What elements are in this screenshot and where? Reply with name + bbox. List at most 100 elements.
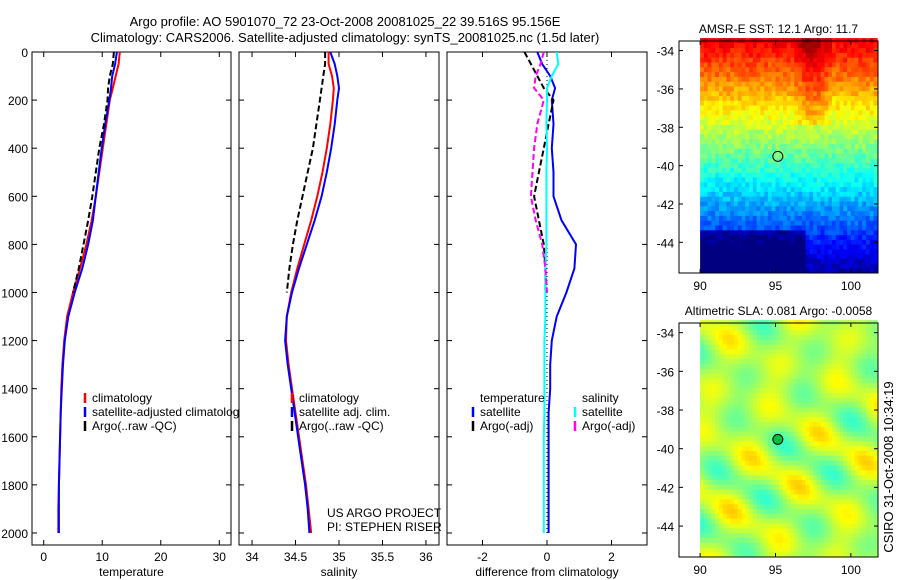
map-cell [700,239,705,245]
map-cell [771,528,776,534]
map-cell [741,186,746,192]
map-cell [820,158,825,164]
map-cell [850,134,856,140]
map-cell [752,479,758,485]
map-cell [779,167,784,173]
map-cell [813,465,818,471]
map-cell [858,508,863,514]
map-cell [756,436,761,442]
map-cell [760,258,765,264]
map-cell [767,177,773,183]
map-cell [820,239,825,245]
map-cell [832,552,837,558]
map-cell [749,470,754,476]
map-cell [767,455,773,461]
map-cell [820,253,825,259]
map-cell [711,503,716,509]
map-cell [824,416,829,422]
map-cell [873,258,878,264]
map-cell [858,47,863,53]
map-cell [722,162,727,168]
map-cell [767,450,773,456]
map-cell [722,105,727,111]
map-cell [756,470,761,476]
map-cell [801,110,807,116]
map-cell [786,470,791,476]
map-cell [767,378,773,384]
map-cell [820,523,825,529]
map-cell [737,441,742,447]
map-cell [722,196,727,202]
legend-label: climatology [92,391,152,405]
map-cell [809,225,814,231]
map-cell [760,441,765,447]
map-cell [700,470,705,476]
map-cell [820,431,825,437]
map-cell [839,258,844,264]
map-cell [869,162,874,168]
map-cell [703,470,709,476]
map-cell [847,441,852,447]
map-cell [828,201,833,207]
map-cell [700,378,705,384]
map-cell [760,503,765,509]
map-cell [745,52,750,58]
map-cell [832,138,837,144]
map-cell [771,52,776,58]
map-cell [820,460,825,466]
map-cell [862,552,867,558]
map-cell [801,494,807,500]
map-cell [832,537,837,543]
map-cell [786,42,791,49]
map-cell [835,162,840,168]
map-cell [703,339,709,345]
map-cell [786,268,791,274]
map-cell [794,465,799,471]
map-cell [722,436,727,442]
map-cell [828,334,833,340]
map-cell [816,52,822,58]
map-cell [771,494,776,500]
map-cell [745,215,750,221]
map-cell [741,162,746,168]
map-cell [832,42,837,49]
map-cell [737,263,742,269]
map-cell [794,363,799,369]
map-cell [828,129,833,135]
map-cell [749,421,754,427]
map-cell [726,426,731,432]
map-cell [816,358,822,364]
map-cell [858,124,863,130]
map-cell [798,378,803,384]
map-cell [805,62,810,68]
map-cell [707,114,712,120]
map-cell [790,201,795,207]
map-cell [767,110,773,116]
map-cell [719,542,724,548]
map-cell [779,229,784,236]
map-cell [835,324,840,331]
map-cell [760,210,765,216]
map-cell [719,186,724,192]
map-cell [734,363,739,369]
map-cell [820,445,825,451]
map-cell [749,134,754,140]
map-cell [715,537,720,543]
map-cell [715,162,720,168]
map-cell [843,258,848,264]
map-cell [730,167,735,173]
map-cell [862,42,867,49]
map-cell [820,143,825,149]
map-cell [820,167,825,173]
map-cell [865,234,871,240]
map-cell [824,489,829,495]
map-cell [850,450,856,456]
map-cell [828,124,833,130]
map-cell [730,537,735,543]
map-cell [722,57,727,63]
map-cell [862,263,867,269]
map-cell [828,344,833,350]
map-cell [764,426,769,432]
map-cell [783,552,788,558]
map-cell [843,344,848,350]
